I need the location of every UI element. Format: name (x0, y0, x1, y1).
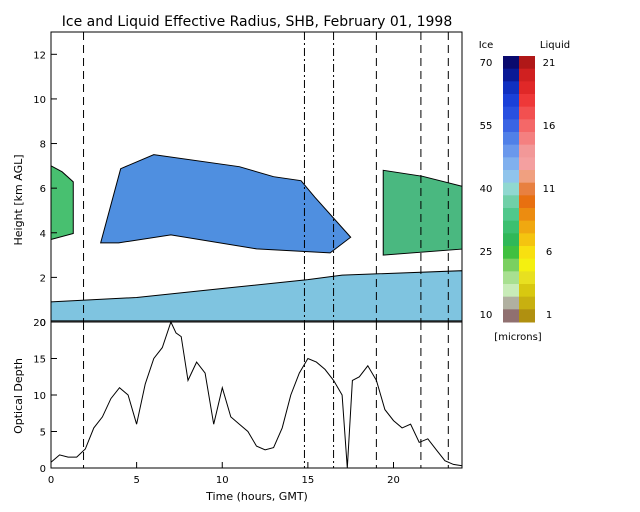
colorbar-ice-tick: 10 (480, 310, 493, 321)
colorbar-liquid-swatch (519, 182, 535, 196)
optical-depth-tick-label: 15 (33, 355, 46, 366)
colorbar-ice-swatch (503, 157, 519, 171)
colorbar-ice-tick: 25 (480, 247, 493, 258)
time-axis-ticks: 0 5 10 15 20 (48, 462, 400, 486)
bottom-vertical-markers (83, 322, 449, 468)
colorbar-liquid-swatch (519, 132, 535, 146)
colorbar-liquid-swatch (519, 208, 535, 222)
colorbar-ice-swatch (503, 119, 519, 133)
colorbar-ice-swatch (503, 68, 519, 82)
colorbar-ice-scale (503, 56, 519, 323)
optical-depth-tick-label: 5 (40, 428, 46, 439)
colorbar-ice-swatch (503, 144, 519, 158)
colorbar-liquid-swatch (519, 157, 535, 171)
colorbar-liquid-swatch (519, 296, 535, 310)
height-tick-label: 12 (33, 50, 46, 61)
colorbar: Ice Liquid 70 21 55 16 40 11 25 6 10 1 [microns] (479, 40, 570, 343)
cloud-layer-2 (382, 169, 463, 256)
time-tick-label: 20 (387, 475, 400, 486)
cloud-layers (50, 154, 463, 322)
height-tick-label: 2 (40, 273, 46, 284)
colorbar-ice-swatch (503, 81, 519, 95)
colorbar-ice-swatch (503, 220, 519, 234)
colorbar-ice-swatch (503, 132, 519, 146)
colorbar-liquid-swatch (519, 81, 535, 95)
colorbar-liquid-swatch (519, 195, 535, 209)
colorbar-ice-swatch (503, 246, 519, 260)
colorbar-ice-swatch (503, 182, 519, 196)
height-axis-label: Height [km AGL] (12, 154, 25, 245)
colorbar-ice-swatch (503, 309, 519, 323)
time-tick-label: 10 (216, 475, 229, 486)
cloud-layer-1 (50, 165, 74, 241)
colorbar-liquid-tick: 16 (543, 121, 556, 132)
colorbar-ice-swatch (503, 233, 519, 247)
height-axis-ticks: 0 2 4 6 8 10 12 (33, 50, 57, 329)
colorbar-ice-swatch (503, 106, 519, 120)
colorbar-liquid-label: Liquid (540, 40, 570, 51)
colorbar-liquid-swatch (519, 170, 535, 184)
height-tick-label: 10 (33, 95, 46, 106)
time-tick-label: 5 (133, 475, 139, 486)
cloud-layer-0 (100, 154, 352, 254)
colorbar-liquid-tick: 11 (543, 184, 556, 195)
colorbar-liquid-swatch (519, 258, 535, 272)
colorbar-ice-swatch (503, 208, 519, 222)
colorbar-liquid-swatch (519, 271, 535, 285)
optical-depth-tick-label: 20 (33, 318, 46, 329)
colorbar-units: [microns] (494, 332, 541, 343)
optical-depth-axis-label: Optical Depth (12, 358, 25, 434)
colorbar-liquid-tick: 21 (543, 58, 556, 69)
height-tick-label: 6 (40, 184, 46, 195)
colorbar-liquid-swatch (519, 68, 535, 82)
colorbar-ice-swatch (503, 195, 519, 209)
height-tick-label: 0 (40, 318, 46, 329)
colorbar-ice-tick: 70 (480, 58, 493, 69)
cloud-layer-3 (50, 270, 463, 322)
height-panel: 0 2 4 6 8 10 12 Height [km AGL] (12, 31, 463, 329)
chart-title: Ice and Liquid Effective Radius, SHB, Fe… (62, 14, 452, 30)
optical-depth-tick-label: 0 (40, 464, 46, 475)
colorbar-ice-label: Ice (479, 40, 494, 51)
colorbar-ice-swatch (503, 296, 519, 310)
colorbar-ice-swatch (503, 271, 519, 285)
colorbar-ice-swatch (503, 258, 519, 272)
time-tick-label: 0 (48, 475, 54, 486)
colorbar-liquid-swatch (519, 309, 535, 323)
colorbar-ice-tick: 40 (480, 184, 493, 195)
colorbar-ice-swatch (503, 170, 519, 184)
time-tick-label: 15 (302, 475, 315, 486)
colorbar-liquid-tick: 6 (546, 247, 552, 258)
colorbar-ticks: 70 21 55 16 40 11 25 6 10 1 (480, 58, 556, 321)
colorbar-liquid-swatch (519, 246, 535, 260)
optical-depth-panel: 0 5 10 15 20 0 5 10 15 20 Optical Depth Time (ho… (12, 318, 463, 503)
colorbar-liquid-swatch (519, 220, 535, 234)
height-tick-label: 8 (40, 140, 46, 151)
colorbar-liquid-swatch (519, 144, 535, 158)
colorbar-ice-swatch (503, 284, 519, 298)
colorbar-liquid-swatch (519, 106, 535, 120)
optical-depth-tick-label: 10 (33, 391, 46, 402)
colorbar-liquid-tick: 1 (546, 310, 552, 321)
colorbar-liquid-swatch (519, 56, 535, 70)
colorbar-ice-swatch (503, 94, 519, 108)
colorbar-ice-swatch (503, 56, 519, 70)
colorbar-liquid-swatch (519, 284, 535, 298)
optical-depth-axis-ticks: 0 5 10 15 20 (33, 318, 57, 475)
colorbar-ice-tick: 55 (480, 121, 493, 132)
optical-depth-line (50, 320, 463, 469)
colorbar-liquid-swatch (519, 233, 535, 247)
colorbar-liquid-scale (519, 56, 535, 323)
colorbar-liquid-swatch (519, 94, 535, 108)
colorbar-liquid-swatch (519, 119, 535, 133)
time-axis-label: Time (hours, GMT) (205, 490, 308, 503)
top-vertical-markers (83, 32, 449, 322)
height-tick-label: 4 (40, 229, 46, 240)
